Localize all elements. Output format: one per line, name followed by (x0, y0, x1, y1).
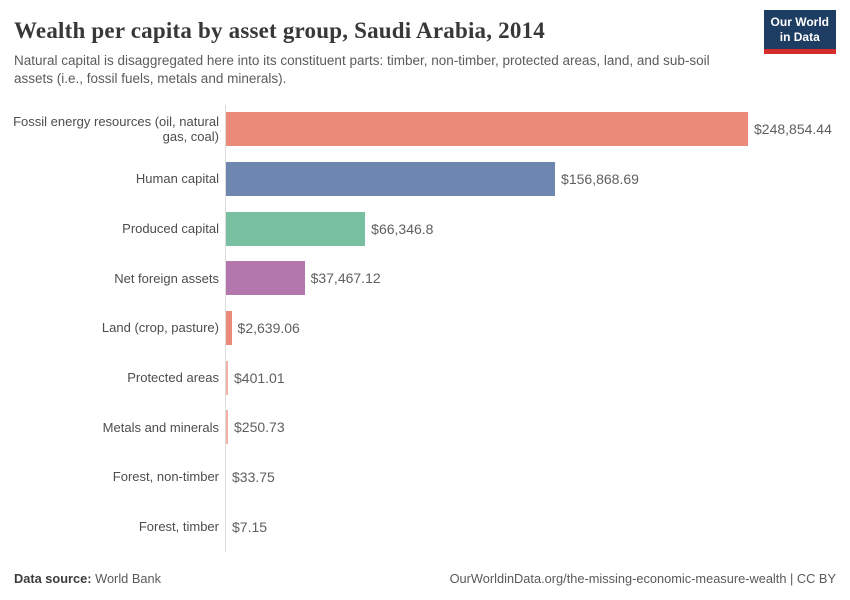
bar-cell: $2,639.06 (225, 303, 850, 353)
bar-row: Produced capital $66,346.8 (0, 204, 850, 254)
chart-header: Wealth per capita by asset group, Saudi … (0, 0, 850, 88)
category-label: Fossil energy resources (oil, natural ga… (13, 113, 219, 145)
bar[interactable] (226, 161, 556, 196)
value-label: $248,854.44 (754, 121, 832, 138)
data-source: Data source: World Bank (14, 571, 161, 586)
bar-row: Fossil energy resources (oil, natural ga… (0, 104, 850, 154)
bar-row: Human capital $156,868.69 (0, 154, 850, 204)
bar-row: Protected areas $401.01 (0, 353, 850, 403)
bar-cell: $66,346.8 (225, 204, 850, 254)
bar-cell: $248,854.44 (225, 104, 850, 154)
chart-footer: Data source: World Bank OurWorldinData.o… (0, 571, 850, 586)
y-axis-line (225, 105, 226, 553)
data-source-value: World Bank (95, 571, 162, 586)
bar-cell: $401.01 (225, 353, 850, 403)
data-source-label: Data source: (14, 571, 92, 586)
bar-row: Forest, non-timber $33.75 (0, 452, 850, 502)
value-label: $66,346.8 (371, 220, 434, 237)
bar-chart: Fossil energy resources (oil, natural ga… (0, 104, 850, 553)
bar-row: Metals and minerals $250.73 (0, 403, 850, 453)
owid-logo-line1: Our World (770, 15, 829, 29)
category-label: Produced capital (122, 220, 219, 236)
value-label: $37,467.12 (310, 270, 381, 287)
category-label: Land (crop, pasture) (101, 320, 219, 336)
category-label: Forest, non-timber (112, 469, 219, 485)
bar-cell: $7.15 (225, 502, 850, 552)
bar[interactable] (226, 311, 232, 345)
value-label: $250.73 (234, 419, 285, 436)
bar[interactable] (226, 112, 748, 147)
value-label: $7.15 (232, 518, 268, 535)
bar-cell: $33.75 (225, 452, 850, 502)
category-label: Human capital (135, 171, 219, 187)
value-label: $33.75 (232, 469, 275, 486)
category-label: Net foreign assets (114, 270, 219, 286)
value-label: $401.01 (234, 369, 285, 386)
value-label: $2,639.06 (237, 320, 300, 336)
owid-logo-line2: in Data (779, 30, 820, 44)
owid-logo[interactable]: Our World in Data (763, 10, 836, 54)
value-label: $156,868.69 (561, 170, 639, 187)
bar[interactable] (226, 261, 305, 296)
category-label: Forest, timber (138, 519, 219, 535)
bar-row: Net foreign assets $37,467.12 (0, 253, 850, 303)
bar-rows: Fossil energy resources (oil, natural ga… (0, 104, 850, 551)
credit-link[interactable]: OurWorldinData.org/the-missing-economic-… (449, 571, 836, 586)
bar-row: Land (crop, pasture) $2,639.06 (0, 303, 850, 353)
category-label: Metals and minerals (102, 419, 219, 435)
bar-cell: $250.73 (225, 403, 850, 453)
bar-cell: $37,467.12 (225, 253, 850, 303)
bar[interactable] (226, 360, 228, 395)
chart-subtitle: Natural capital is disaggregated here in… (14, 53, 710, 87)
bar[interactable] (226, 211, 366, 246)
category-label: Protected areas (127, 370, 219, 386)
bar[interactable] (226, 410, 228, 445)
bar-row: Forest, timber $7.15 (0, 502, 850, 552)
bar-cell: $156,868.69 (225, 154, 850, 204)
chart-title: Wealth per capita by asset group, Saudi … (14, 18, 545, 43)
